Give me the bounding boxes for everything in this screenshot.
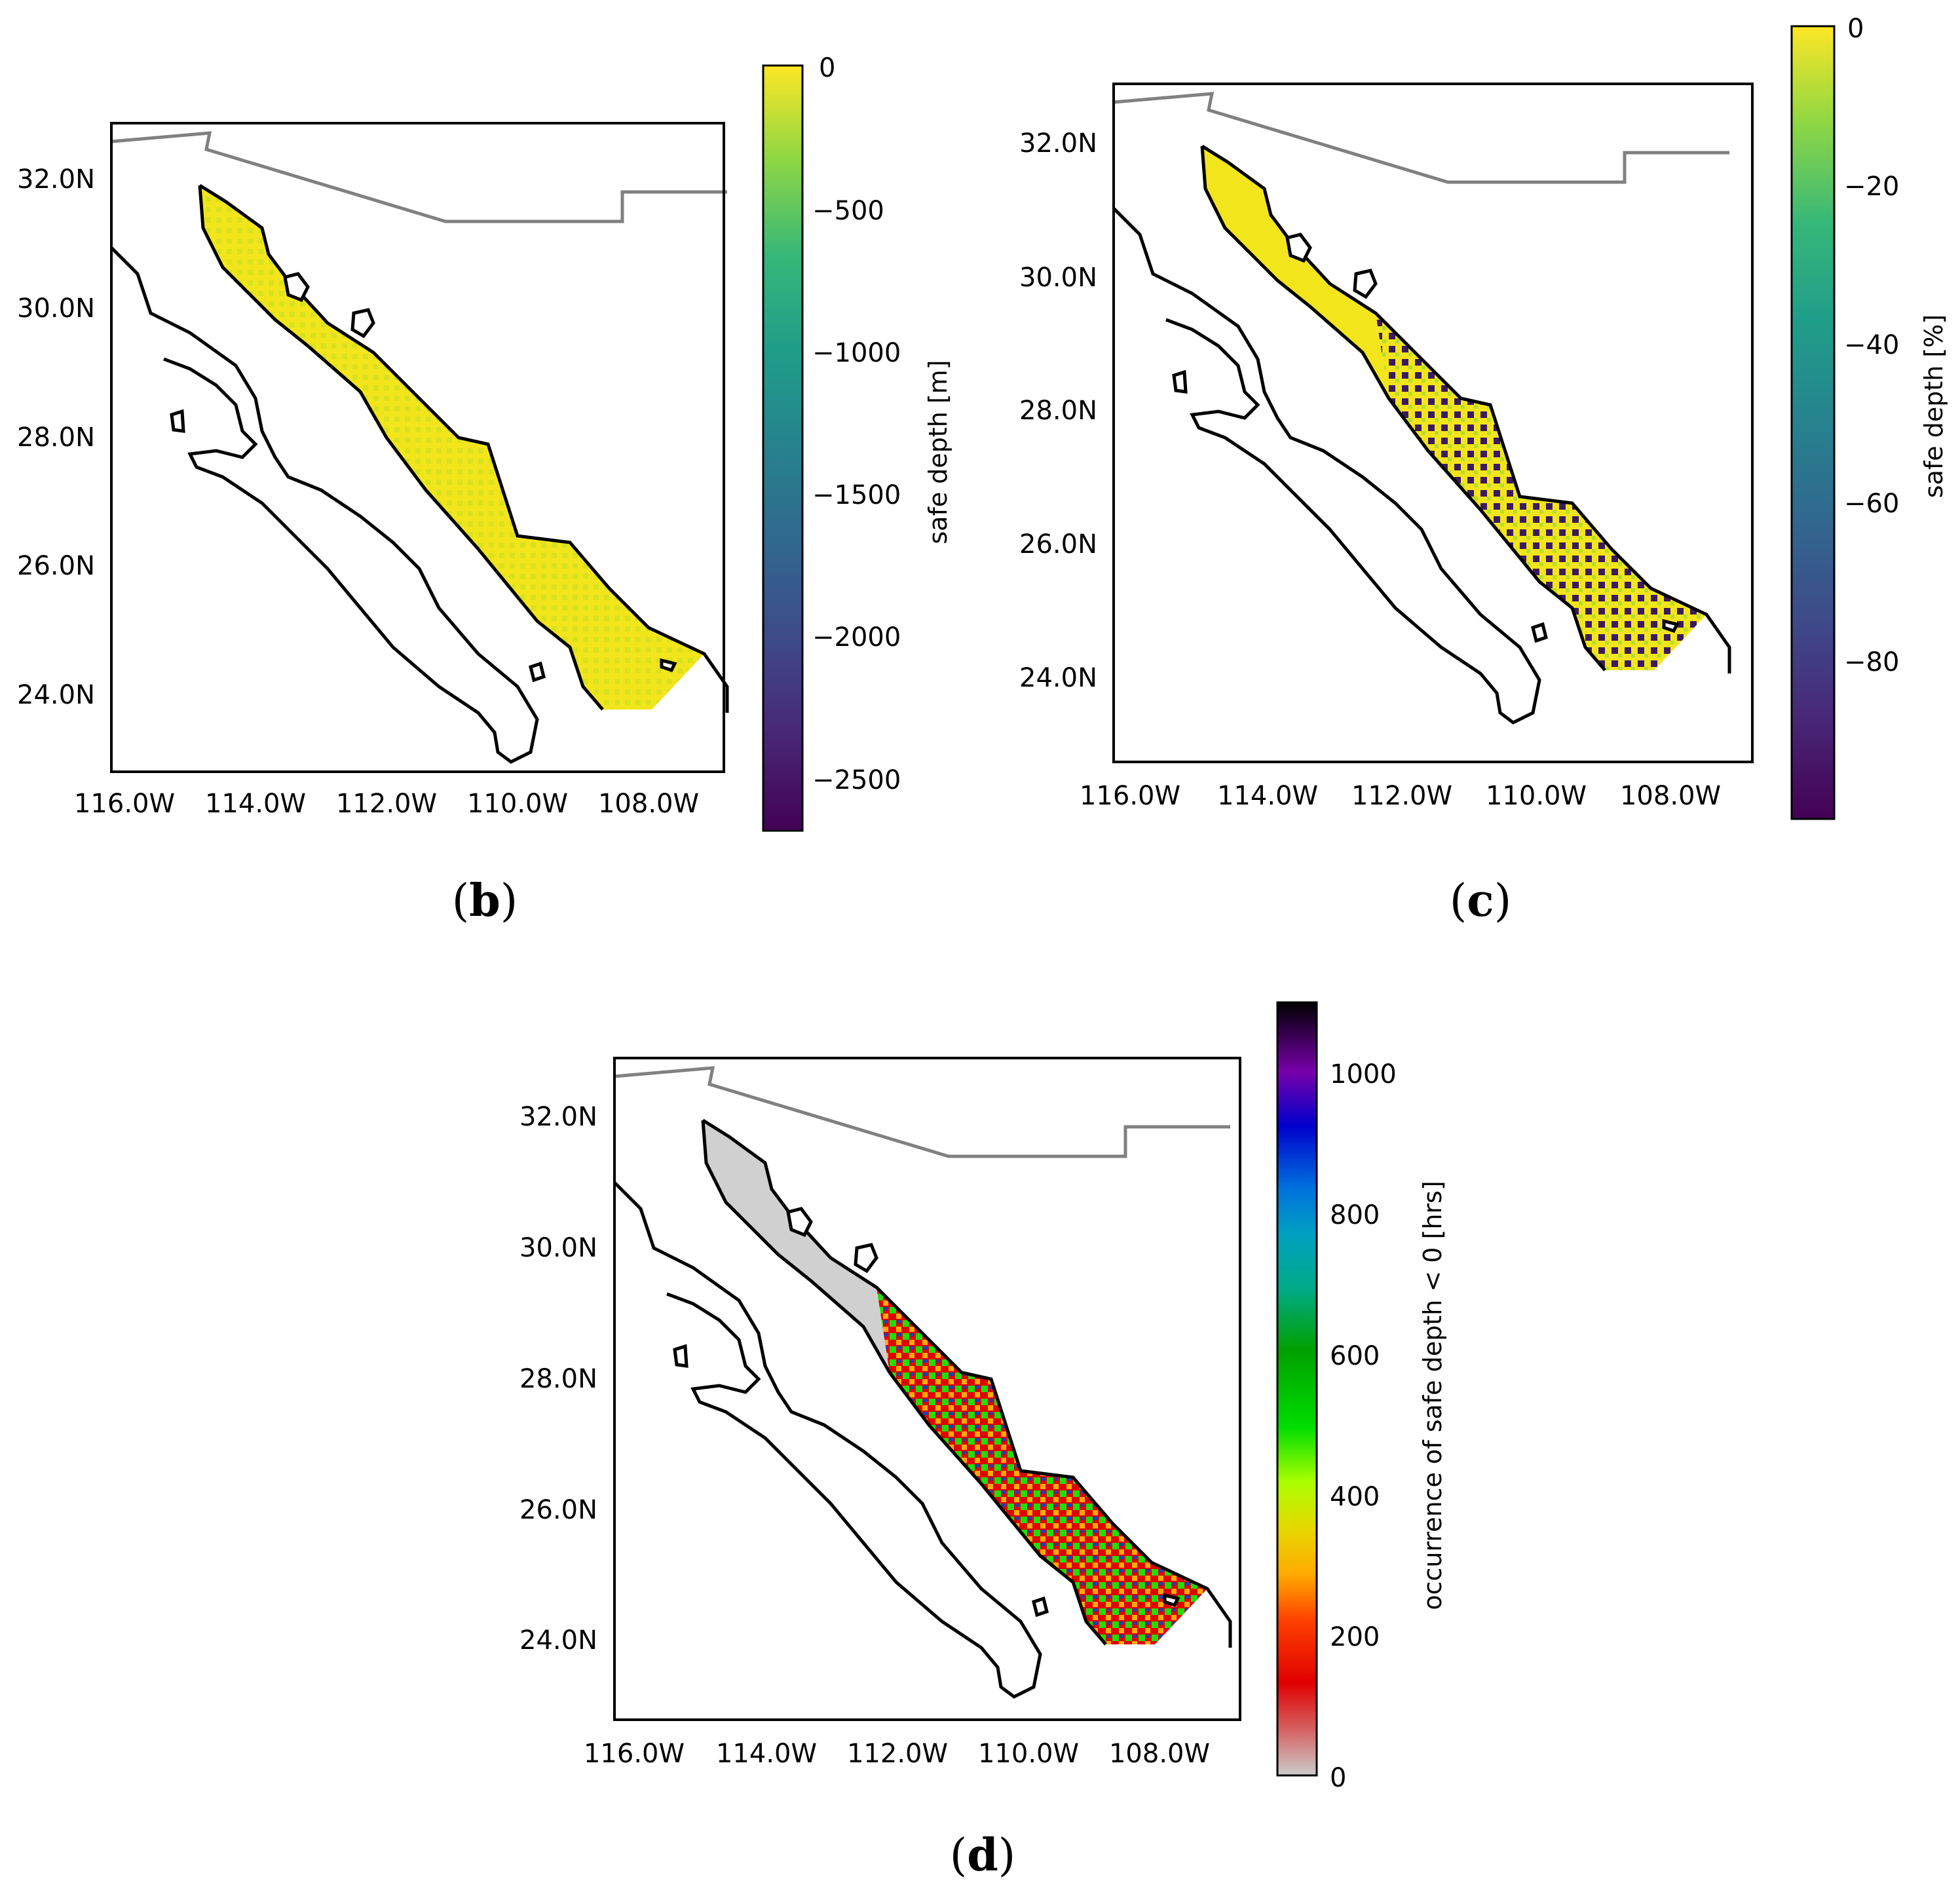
panel-d: 32.0N 30.0N 28.0N 26.0N 24.0N 116.0W 114… <box>519 1001 1447 1882</box>
colorbar-tick: 200 <box>1330 1622 1380 1652</box>
lat-tick: 24.0N <box>519 1625 597 1656</box>
colorbar-tick: −1500 <box>812 480 901 510</box>
colorbar-tick: 800 <box>1330 1200 1380 1230</box>
colorbar-tick: 0 <box>1847 14 1864 44</box>
colorbar-tick: −20 <box>1844 172 1899 202</box>
lon-tick: 114.0W <box>205 789 306 819</box>
lon-tick: 108.0W <box>598 789 699 819</box>
lat-tick: 30.0N <box>1019 263 1097 293</box>
panel-d-caption: (d) <box>950 1829 1016 1882</box>
lat-tick: 30.0N <box>17 294 95 324</box>
lat-tick: 26.0N <box>519 1495 597 1525</box>
colorbar-label: safe depth [m] <box>924 360 952 544</box>
panel-c: 32.0N 30.0N 28.0N 26.0N 24.0N 116.0W 114… <box>1019 14 1948 927</box>
lat-tick: 26.0N <box>17 551 95 581</box>
lon-tick: 110.0W <box>1486 781 1587 811</box>
colorbar-tick: −40 <box>1844 330 1899 360</box>
panel-b-map <box>111 122 727 773</box>
lat-tick: 32.0N <box>519 1102 597 1132</box>
panel-d-colorbar: 0 200 400 600 800 1000 occurrence of saf… <box>1276 1001 1447 1793</box>
panel-b-lat-ticks: 32.0N 30.0N 28.0N 26.0N 24.0N <box>17 164 95 710</box>
colorbar-tick: −1000 <box>812 338 901 368</box>
panel-c-map <box>1114 83 1754 763</box>
lat-tick: 26.0N <box>1019 529 1097 559</box>
lon-tick: 110.0W <box>467 789 568 819</box>
panel-c-lat-ticks: 32.0N 30.0N 28.0N 26.0N 24.0N <box>1019 128 1097 693</box>
colorbar-tick: −2000 <box>812 622 901 653</box>
colorbar-tick: −80 <box>1844 647 1899 677</box>
lon-tick: 114.0W <box>716 1739 817 1769</box>
colorbar-tick: 600 <box>1330 1341 1380 1371</box>
lat-tick: 30.0N <box>519 1233 597 1263</box>
lon-tick: 108.0W <box>1109 1739 1210 1769</box>
panel-b: 32.0N 30.0N 28.0N 26.0N 24.0N 116.0W 114… <box>17 53 952 927</box>
lat-tick: 32.0N <box>17 164 95 195</box>
colorbar-tick: −60 <box>1844 489 1899 519</box>
lon-tick: 116.0W <box>74 789 175 819</box>
lon-tick: 112.0W <box>1351 781 1452 811</box>
lon-tick: 112.0W <box>847 1739 948 1769</box>
panel-b-colorbar: 0 −500 −1000 −1500 −2000 −2500 safe dept… <box>762 53 952 832</box>
panel-b-caption: (b) <box>452 875 518 927</box>
lon-tick: 114.0W <box>1217 781 1318 811</box>
colorbar-tick: 0 <box>819 53 835 83</box>
lat-tick: 28.0N <box>1019 396 1097 426</box>
panel-c-lon-ticks: 116.0W 114.0W 112.0W 110.0W 108.0W <box>1080 781 1721 811</box>
colorbar-tick: 0 <box>1330 1763 1346 1793</box>
panel-b-lon-ticks: 116.0W 114.0W 112.0W 110.0W 108.0W <box>74 789 699 819</box>
lon-tick: 108.0W <box>1620 781 1721 811</box>
lat-tick: 24.0N <box>17 680 95 710</box>
lon-tick: 116.0W <box>1080 781 1180 811</box>
panel-d-lon-ticks: 116.0W 114.0W 112.0W 110.0W 108.0W <box>584 1739 1210 1769</box>
panel-d-map <box>614 1057 1241 1721</box>
lon-tick: 110.0W <box>978 1739 1079 1769</box>
lat-tick: 28.0N <box>17 423 95 453</box>
panel-d-lat-ticks: 32.0N 30.0N 28.0N 26.0N 24.0N <box>519 1102 597 1656</box>
lat-tick: 28.0N <box>519 1364 597 1394</box>
panel-c-caption: (c) <box>1450 875 1511 927</box>
colorbar-tick: 400 <box>1330 1482 1380 1512</box>
panel-c-colorbar: 0 −20 −40 −60 −80 safe depth [%] <box>1790 14 1948 820</box>
lat-tick: 32.0N <box>1019 128 1097 159</box>
colorbar-tick: 1000 <box>1330 1059 1397 1089</box>
colorbar-tick: −2500 <box>812 765 901 795</box>
lon-tick: 112.0W <box>336 789 437 819</box>
colorbar-label: safe depth [%] <box>1919 314 1948 498</box>
colorbar-label: occurrence of safe depth < 0 [hrs] <box>1418 1181 1447 1610</box>
lon-tick: 116.0W <box>584 1739 685 1769</box>
colorbar-tick: −500 <box>812 196 884 226</box>
lat-tick: 24.0N <box>1019 663 1097 693</box>
